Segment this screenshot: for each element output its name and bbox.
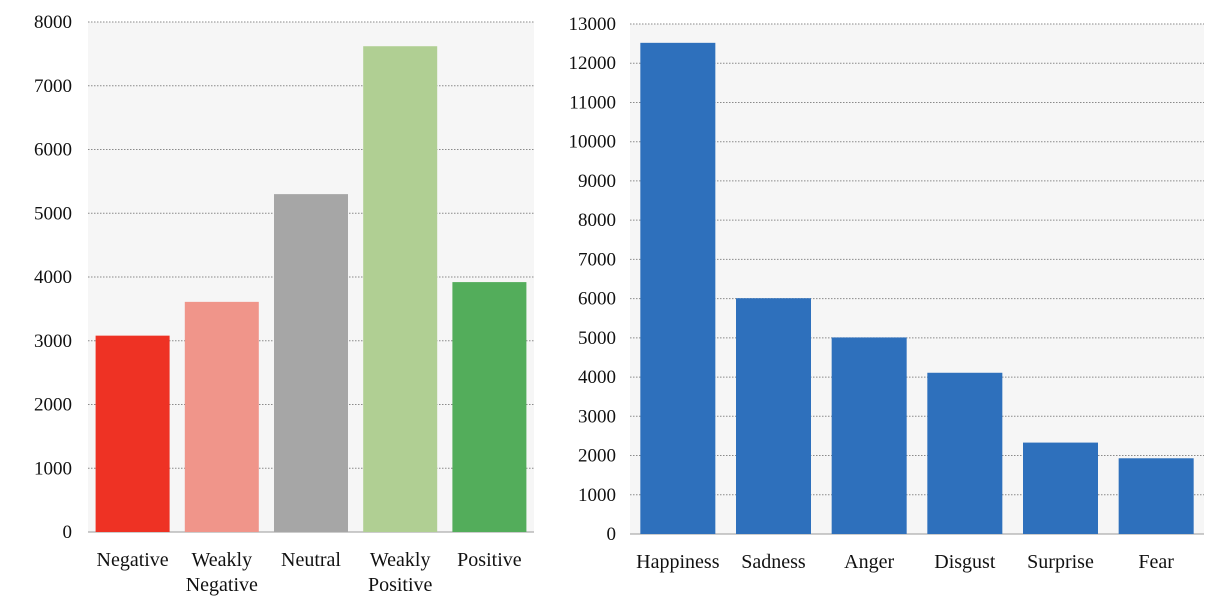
y-tick-label: 4000	[578, 367, 616, 388]
x-tick-label-weakly-positive: Weakly Positive	[368, 549, 433, 596]
bar-fear	[1118, 458, 1194, 534]
bar-weakly-positive	[363, 46, 438, 532]
y-tick-label: 13000	[569, 14, 617, 35]
x-tick-label-anger: Anger	[844, 551, 894, 573]
y-tick-label: 7000	[34, 76, 72, 97]
x-tick-label-neutral: Neutral	[281, 549, 341, 571]
y-tick-label: 0	[607, 524, 617, 545]
y-tick-label: 2000	[34, 395, 72, 416]
y-tick-label: 2000	[578, 446, 616, 467]
y-tick-label: 9000	[578, 171, 616, 192]
y-tick-label: 12000	[569, 53, 617, 74]
y-tick-label: 10000	[569, 132, 617, 153]
x-tick-label-negative: Negative	[97, 549, 169, 571]
bar-weakly-negative	[184, 301, 259, 532]
x-tick-label-surprise: Surprise	[1027, 551, 1094, 573]
bar-disgust	[927, 372, 1003, 534]
y-tick-label: 4000	[34, 267, 72, 288]
y-tick-label: 3000	[34, 331, 72, 352]
y-tick-label: 11000	[569, 92, 616, 113]
bar-neutral	[274, 194, 348, 532]
y-tick-label: 1000	[578, 485, 616, 506]
sentiment-bar-chart: 0 1000 2000 3000 4000 5000 6000 7000 8000 Negativ…	[34, 12, 534, 596]
x-tick-label-sadness: Sadness	[741, 551, 806, 573]
plot-area	[630, 24, 1204, 534]
y-tick-label: 7000	[578, 249, 616, 270]
y-tick-label: 1000	[34, 458, 72, 479]
bar-happiness	[640, 42, 716, 534]
bar-sadness	[736, 298, 811, 534]
x-tick-label-disgust: Disgust	[934, 551, 996, 573]
bar-anger	[831, 337, 907, 534]
bar-surprise	[1023, 442, 1098, 534]
y-tick-label: 6000	[34, 140, 72, 161]
y-tick-label: 8000	[34, 12, 72, 33]
emotion-bar-chart: 0 1000 2000 3000 4000 5000 6000 7000 8000 9000 100…	[569, 14, 1204, 573]
y-tick-label: 5000	[34, 203, 72, 224]
x-tick-label-fear: Fear	[1138, 551, 1174, 573]
x-tick-label-happiness: Happiness	[636, 551, 720, 573]
bar-positive	[452, 282, 527, 532]
bar-negative	[95, 335, 170, 532]
y-tick-label: 0	[63, 522, 73, 543]
y-tick-label: 6000	[578, 289, 616, 310]
x-tick-label-positive: Positive	[457, 549, 522, 571]
y-tick-label: 5000	[578, 328, 616, 349]
x-tick-label-weakly-negative: Weakly Negative	[186, 549, 258, 596]
y-tick-label: 3000	[578, 406, 616, 427]
y-tick-label: 8000	[578, 210, 616, 231]
